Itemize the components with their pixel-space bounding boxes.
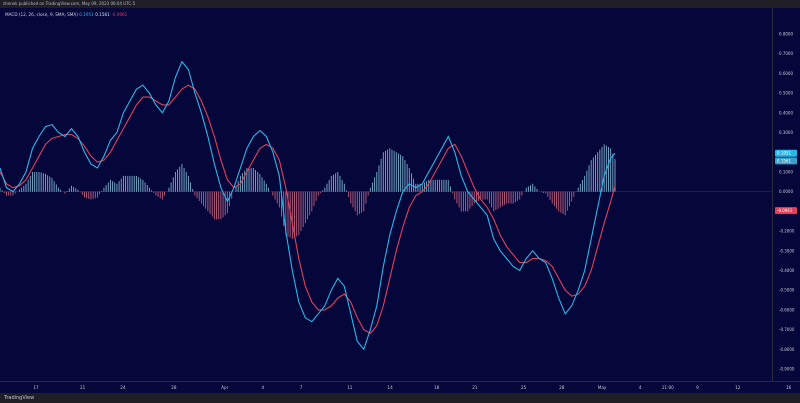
signal-line: [0, 84, 616, 335]
legend-macd-value: 0.1951: [79, 12, 94, 17]
x-tick-label: 21: [80, 385, 86, 390]
time-axis[interactable]: [0, 381, 800, 393]
y-tick-label: 0.0000: [779, 189, 793, 194]
hist-last-badge-text: -0.0961: [777, 208, 793, 213]
y-tick-label: 0.5000: [779, 91, 793, 96]
x-tick-label: 28: [559, 385, 565, 390]
y-tick-label: -0.5000: [779, 288, 795, 293]
x-tick-label: 4: [262, 385, 265, 390]
x-tick-label: Apr: [221, 385, 229, 390]
x-tick-label: 17: [33, 385, 39, 390]
y-tick-label: 0.1000: [779, 169, 793, 174]
y-tick-label: -0.3000: [779, 248, 795, 253]
y-tick-label: 0.3000: [779, 130, 793, 135]
y-tick-label: -0.6000: [779, 307, 795, 312]
publish-bar: zhenek published on TradingView.com, May…: [0, 0, 800, 8]
x-tick-label: 21: [472, 385, 478, 390]
plot-area[interactable]: [0, 8, 772, 381]
footer-bar: TradingView: [0, 393, 800, 403]
x-tick-label: 11:00: [662, 385, 674, 390]
macd-last-badge: [775, 149, 797, 157]
price-axis[interactable]: [772, 8, 800, 381]
y-tick-label: -0.7000: [779, 327, 795, 332]
y-tick-label: -0.4000: [779, 268, 795, 273]
y-tick-label: 0.8000: [779, 32, 793, 37]
x-tick-label: 9: [696, 385, 699, 390]
macd-last-badge-text: 0.1951: [777, 151, 791, 156]
x-tick-label: 14: [387, 385, 393, 390]
y-tick-label: -0.9000: [779, 367, 795, 372]
x-tick-label: 28: [171, 385, 177, 390]
y-tick-label: -0.2000: [779, 229, 795, 234]
legend-indicator-name: MACD (12, 26, close, 9, SMA, SMA): [5, 12, 78, 17]
signal-last-badge: [775, 157, 797, 165]
x-tick-label: 4: [639, 385, 642, 390]
indicator-legend[interactable]: MACD (12, 26, close, 9, SMA, SMA) 0.1951…: [5, 12, 127, 17]
x-tick-label: 16: [786, 385, 792, 390]
y-tick-label: -0.8000: [779, 347, 795, 352]
y-tick-label: 0.4000: [779, 110, 793, 115]
x-tick-label: 11: [347, 385, 353, 390]
macd-line: [0, 60, 616, 351]
signal-last-badge-text: 0.1561: [777, 158, 791, 163]
x-tick-label: 24: [120, 385, 126, 390]
y-tick-label: 0.6000: [779, 71, 793, 76]
tradingview-logo[interactable]: TradingView: [4, 395, 35, 401]
x-tick-label: May: [598, 385, 607, 390]
legend-hist-value: -0.0961: [111, 12, 128, 17]
publish-text: zhenek published on TradingView.com, May…: [3, 1, 136, 6]
hist-last-badge: [775, 207, 797, 215]
x-tick-label: 12: [735, 385, 741, 390]
legend-signal-value: 0.1561: [95, 12, 110, 17]
y-tick-label: 0.7000: [779, 51, 793, 56]
x-tick-label: 18: [434, 385, 440, 390]
x-tick-label: 7: [300, 385, 303, 390]
x-tick-label: 25: [521, 385, 527, 390]
